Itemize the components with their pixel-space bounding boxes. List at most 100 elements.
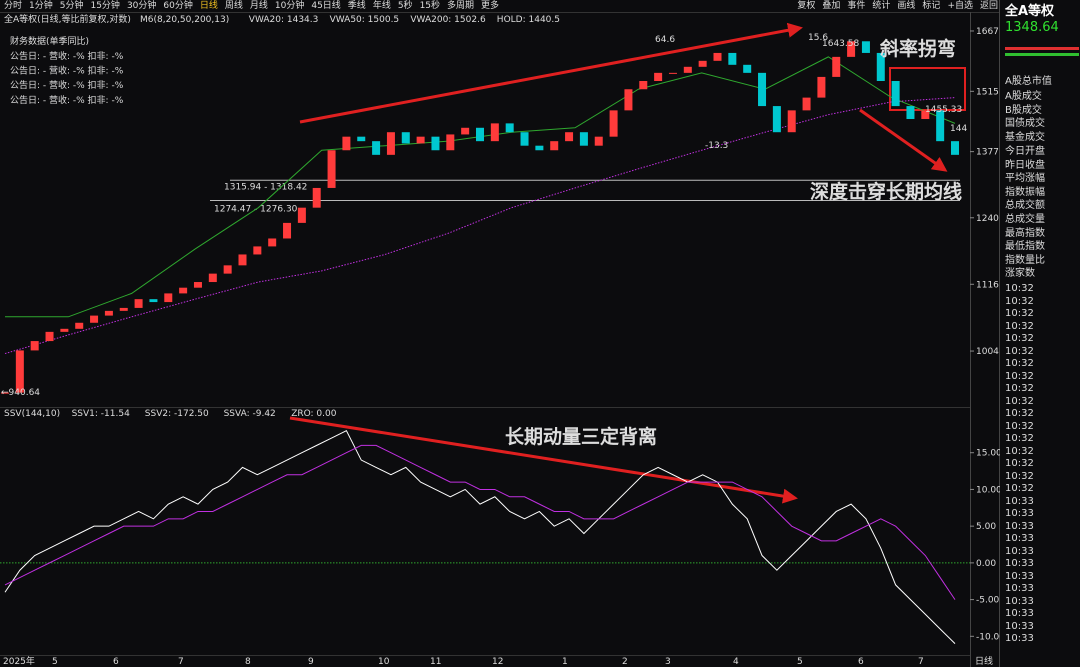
candle	[223, 265, 232, 274]
panel-field: 指数量比	[1005, 254, 1045, 266]
y-tick-label: 1377	[976, 148, 999, 158]
candle	[683, 66, 692, 73]
trade-time: 10:32	[1005, 333, 1034, 344]
candle	[119, 307, 128, 311]
trade-time: 10:33	[1005, 533, 1034, 544]
y-tick-label: 1240	[976, 214, 999, 224]
panel-field: 今日开盘	[1005, 146, 1045, 157]
candle	[149, 299, 158, 303]
period-tab[interactable]: 分时	[4, 1, 23, 11]
candle	[312, 187, 321, 208]
candle	[594, 136, 603, 146]
period-tab[interactable]: 5秒	[397, 1, 413, 11]
panel-field: B股成交	[1005, 104, 1042, 116]
period-tab[interactable]: 15秒	[419, 1, 441, 11]
candle	[60, 328, 69, 332]
period-tab[interactable]: 周线	[224, 1, 243, 11]
x-tick-label: 6	[113, 657, 119, 667]
tool-button[interactable]: 事件	[847, 1, 866, 11]
trade-time: 10:32	[1005, 320, 1034, 332]
panel-field: 总成交量	[1005, 214, 1045, 225]
trade-time: 10:32	[1005, 433, 1034, 444]
candle	[327, 150, 336, 188]
price-label: 1455.33	[925, 105, 962, 115]
period-tab[interactable]: 多周期	[447, 1, 475, 11]
panel-field: 总成交额	[1005, 200, 1045, 212]
trade-time: 10:33	[1005, 608, 1034, 619]
candle	[45, 331, 54, 342]
candle	[802, 97, 811, 111]
trade-time: 10:32	[1005, 295, 1034, 307]
candle	[891, 80, 900, 107]
period-tab[interactable]: 日线	[199, 1, 218, 11]
candle	[372, 141, 381, 155]
x-tick-label: 2025年	[3, 655, 35, 667]
period-tab[interactable]: 5分钟	[59, 1, 84, 11]
chart: 全A等权(日线,等比前复权,对数) M6(8,20,50,200,13) VWA20…	[0, 0, 1000, 667]
y-tick-label: -10.00	[976, 632, 1000, 642]
panel-field: A股成交	[1005, 91, 1042, 102]
period-tab[interactable]: 季线	[347, 1, 366, 11]
candle	[772, 106, 781, 133]
period-tab[interactable]: 1分钟	[29, 1, 53, 11]
candle	[861, 41, 870, 53]
candle	[639, 80, 648, 90]
x-tick-label: 5	[797, 657, 803, 667]
candle	[238, 254, 247, 266]
tool-button[interactable]: 叠加	[822, 1, 841, 11]
indicator-line	[4, 444, 956, 600]
candle	[847, 41, 856, 57]
period-tab[interactable]: 年线	[372, 1, 391, 11]
panel-field: 基金成交	[1005, 131, 1045, 143]
toolbar: 分时 1分钟 5分钟 15分钟 30分钟 60分钟 日线 周线 月线 10分钟 45日线 季线 年线 5秒…	[0, 0, 1000, 12]
tool-button[interactable]: 统计	[872, 1, 891, 11]
candle	[461, 127, 470, 135]
tool-button[interactable]: 画线	[897, 1, 916, 11]
candle	[668, 72, 677, 74]
period-tab[interactable]: 15分钟	[90, 1, 120, 11]
candle	[15, 350, 24, 393]
candle	[505, 123, 514, 133]
indicator-label: VWA50: 1500.5	[330, 15, 400, 25]
trade-time: 10:33	[1005, 595, 1034, 607]
trade-time: 10:32	[1005, 370, 1034, 382]
trade-time: 10:32	[1005, 445, 1034, 457]
candle	[1, 392, 9, 394]
tool-button[interactable]: 复权	[797, 1, 816, 11]
panel-field: 平均涨幅	[1005, 173, 1045, 185]
candle	[832, 56, 841, 77]
candle	[134, 299, 143, 308]
candle	[104, 310, 113, 316]
indicator-label: HOLD: 1440.5	[497, 15, 560, 25]
trade-time: 10:32	[1005, 383, 1034, 394]
candle	[208, 273, 217, 283]
candle	[698, 60, 707, 67]
trade-time: 10:33	[1005, 583, 1034, 594]
x-tick-label: 日线	[975, 655, 993, 667]
candle	[550, 141, 559, 151]
trade-time: 10:33	[1005, 558, 1034, 569]
financial-row: 公告日: - 营收: -% 扣非: -%	[10, 50, 124, 62]
trade-time: 10:32	[1005, 308, 1034, 319]
period-tab[interactable]: 60分钟	[163, 1, 193, 11]
y-tick-label: 1515	[976, 87, 999, 97]
x-tick-label: 5	[52, 657, 58, 667]
candle	[90, 315, 99, 323]
candle	[728, 52, 737, 65]
y-tick-label: 0.00	[976, 559, 996, 569]
y-tick-label: 1667	[976, 27, 999, 37]
period-tab[interactable]: 月线	[249, 1, 268, 11]
candle	[787, 110, 796, 133]
candle	[906, 106, 915, 120]
trade-time: 10:32	[1005, 358, 1034, 369]
tool-button[interactable]: +自选	[947, 1, 973, 11]
period-tab[interactable]: 30分钟	[126, 1, 157, 11]
period-tab[interactable]: 10分钟	[274, 1, 305, 11]
candle	[535, 145, 544, 151]
period-tab[interactable]: 更多	[481, 1, 500, 11]
period-tab[interactable]: 45日线	[311, 1, 341, 11]
price-label: 15.6	[808, 33, 828, 43]
tool-button[interactable]: 标记	[922, 1, 941, 11]
candle	[713, 52, 722, 61]
tool-button[interactable]: 返回	[979, 1, 998, 11]
